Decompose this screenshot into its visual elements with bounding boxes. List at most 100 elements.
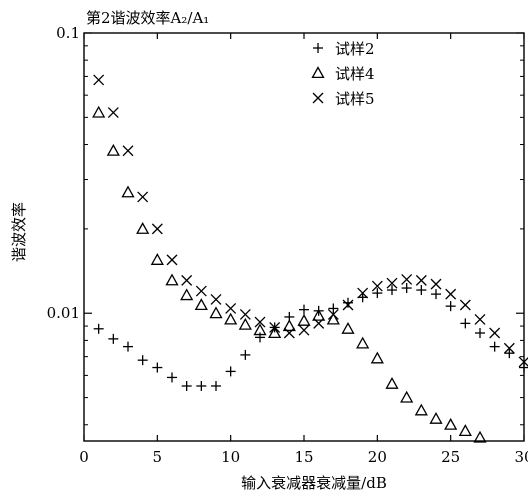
data-point <box>385 376 399 389</box>
data-point <box>518 356 528 368</box>
data-point <box>195 285 207 297</box>
data-point <box>473 430 487 443</box>
y-axis-ticks: 0.01 0.1 <box>47 24 524 426</box>
data-point <box>224 312 238 325</box>
data-point <box>299 304 309 315</box>
data-point <box>313 317 325 329</box>
data-point <box>253 323 267 336</box>
data-point <box>458 424 472 437</box>
data-point <box>431 289 441 300</box>
data-point <box>312 308 326 321</box>
data-point <box>108 333 119 344</box>
data-point <box>416 285 427 296</box>
chart-title: 第2谐波效率A₂/A₁ <box>86 9 209 27</box>
data-point <box>196 380 207 391</box>
data-point <box>356 336 370 349</box>
data-point <box>429 411 443 424</box>
legend-marker <box>313 43 323 53</box>
data-point <box>400 390 414 403</box>
data-point <box>445 301 456 312</box>
data-point <box>93 74 105 86</box>
data-point <box>444 417 458 430</box>
data-point <box>240 349 251 360</box>
data-point <box>414 403 428 416</box>
data-point <box>107 107 119 119</box>
data-point <box>150 253 164 265</box>
data-point <box>136 222 150 234</box>
data-point <box>194 298 208 311</box>
data-point <box>474 314 486 325</box>
data-point <box>430 278 442 290</box>
data-point <box>386 277 398 289</box>
x-tick-label: 5 <box>153 448 163 466</box>
data-point <box>181 274 193 286</box>
legend-item: 试样2 <box>313 40 375 58</box>
plot-frame <box>83 32 525 442</box>
data-point <box>209 306 223 319</box>
data-point <box>401 273 413 285</box>
data-point <box>180 288 194 301</box>
y-tick-label: 0.01 <box>47 304 80 322</box>
legend-label: 试样5 <box>335 90 375 108</box>
data-point <box>123 341 133 352</box>
legend-marker <box>312 92 324 104</box>
data-point <box>460 318 471 329</box>
data-point <box>137 355 148 366</box>
data-points <box>92 74 528 443</box>
data-point <box>298 324 310 336</box>
data-point <box>93 323 104 334</box>
data-point <box>167 372 177 383</box>
data-point <box>401 283 412 294</box>
x-tick-label: 20 <box>368 448 387 466</box>
data-point <box>137 191 149 203</box>
data-point <box>445 288 457 300</box>
series-x <box>93 74 528 368</box>
data-point <box>519 362 528 373</box>
data-point <box>475 328 485 339</box>
data-point <box>415 274 427 286</box>
y-axis-label: 谐波效率 <box>10 202 28 262</box>
data-point <box>503 342 515 354</box>
data-point <box>210 293 222 305</box>
series-triangle <box>92 105 487 443</box>
legend-marker <box>311 66 325 79</box>
data-point <box>268 326 282 339</box>
data-point <box>122 145 134 157</box>
data-point <box>504 348 515 359</box>
series-plus <box>93 283 528 391</box>
data-point <box>121 185 135 198</box>
data-point <box>282 319 296 332</box>
data-point <box>181 380 192 391</box>
data-point <box>211 380 221 391</box>
x-axis-label: 输入衰减器衰减量/dB <box>241 474 387 492</box>
x-tick-label: 15 <box>294 448 313 466</box>
legend-item: 试样4 <box>311 65 375 83</box>
data-point <box>387 285 397 296</box>
data-point <box>341 321 355 334</box>
data-point <box>269 321 281 333</box>
data-point <box>225 366 236 377</box>
data-point <box>283 327 295 339</box>
data-point <box>238 317 252 330</box>
data-point <box>489 341 500 352</box>
data-point <box>165 273 179 286</box>
data-point <box>372 288 383 299</box>
data-point <box>254 316 266 328</box>
data-point <box>92 105 106 118</box>
data-point <box>106 143 120 156</box>
data-point <box>255 332 265 343</box>
data-point <box>371 280 383 292</box>
data-point <box>297 313 311 326</box>
legend: 试样2 试样4 试样5 <box>311 40 375 108</box>
data-point <box>328 303 339 314</box>
data-point <box>489 327 501 339</box>
x-axis-ticks: 0 5 10 15 20 25 30 <box>79 33 528 466</box>
x-tick-label: 30 <box>514 448 528 466</box>
data-point <box>326 312 340 325</box>
data-point <box>342 299 354 311</box>
x-tick-label: 0 <box>79 448 89 466</box>
y-tick-label: 0.1 <box>56 24 80 42</box>
data-point <box>225 302 237 314</box>
data-point <box>166 254 178 266</box>
x-tick-label: 10 <box>221 448 240 466</box>
